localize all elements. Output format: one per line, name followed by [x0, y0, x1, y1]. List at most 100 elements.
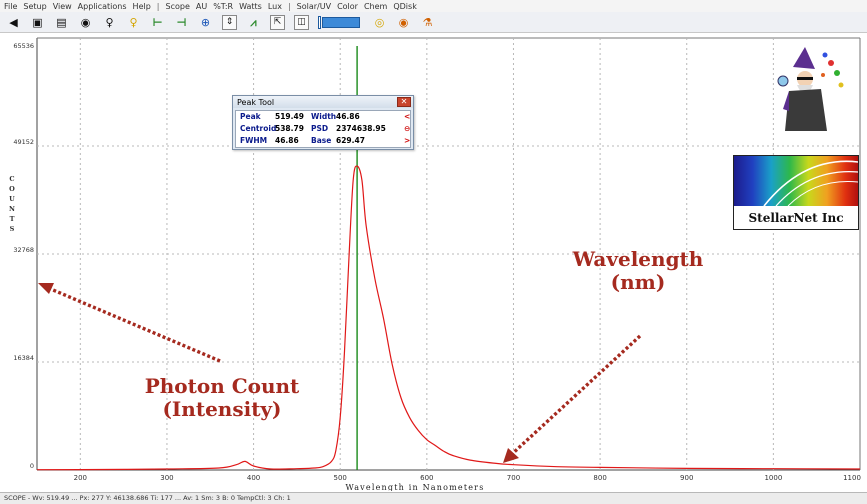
arrow-wavelength: [503, 334, 642, 463]
toolbar-icon-group: ◀ ▣ ▤ ◉ ♀ ♀ ⊢ ⊣ ⊕ ⇕ ⩘ ⇱ ◫: [6, 14, 318, 30]
menu-item-setup[interactable]: Setup: [23, 1, 47, 11]
arrow-head-wavelength: [503, 448, 519, 463]
peak-tool-value: 629.47: [336, 136, 365, 145]
peak-tool-label: Base: [311, 136, 332, 145]
chem-flask-icon[interactable]: ⚗: [422, 15, 433, 29]
wavelength-annotation: Wavelength (nm): [538, 248, 738, 294]
wave-annotation-line1: Wavelength: [572, 247, 704, 271]
peak-tool-arrow-button[interactable]: <: [404, 112, 411, 121]
print-icon[interactable]: ▤: [56, 15, 67, 29]
y-tick-label: 65536: [13, 42, 34, 50]
peak-tool-arrow-button[interactable]: >: [404, 136, 411, 145]
window-icon[interactable]: ◫: [294, 14, 309, 30]
x-tick-label: 400: [247, 474, 260, 482]
menu-item-color[interactable]: Color: [337, 1, 358, 11]
peak-tool-label: FWHM: [240, 136, 268, 145]
menu-item-applications[interactable]: Applications: [77, 1, 127, 11]
close-icon[interactable]: ✕: [397, 97, 411, 107]
wave-annotation-line2: (nm): [610, 270, 666, 294]
peak-tool-value: 2374638.95: [336, 124, 386, 133]
autoscale-y-icon[interactable]: ⇕: [222, 14, 237, 30]
lamp-icon[interactable]: ♀: [105, 15, 114, 29]
menu-item-view[interactable]: View: [52, 1, 72, 11]
logo-text-band: StellarNet Inc: [734, 206, 858, 229]
peak-tool-label: Peak: [240, 112, 261, 121]
logo-text: StellarNet Inc: [748, 210, 844, 225]
arrow-photon-count: [38, 283, 221, 363]
menu-item-chem[interactable]: Chem: [363, 1, 388, 11]
menu-item-scope[interactable]: Scope: [165, 1, 190, 11]
photon-annotation-line1: Photon Count: [144, 374, 300, 398]
peak-tool-label: Width: [311, 112, 337, 121]
logo-spectrum-band: [734, 156, 858, 207]
x-tick-label: 900: [680, 474, 693, 482]
photon-count-annotation: Photon Count (Intensity): [112, 375, 332, 421]
status-bar: SCOPE - Wv: 519.49 ... Px: 277 Y: 46138.…: [0, 492, 867, 504]
scale-icon[interactable]: ⇱: [270, 14, 285, 30]
arrow-head-photon: [38, 283, 54, 294]
save-icon[interactable]: ▣: [32, 15, 43, 29]
zoom-icon[interactable]: ⊕: [200, 15, 211, 29]
menu-item-au[interactable]: AU: [195, 1, 208, 11]
y-axis-label-letter: C: [9, 175, 14, 183]
menu-item-lux[interactable]: Lux: [267, 1, 282, 11]
chart-grid: [36, 37, 861, 471]
x-tick-label: 600: [420, 474, 433, 482]
peak-tool-window[interactable]: Peak Tool ✕ Peak 519.49 Width 46.86 < Centroi…: [232, 95, 414, 150]
x-tick-label: 500: [334, 474, 347, 482]
color-circle-icon[interactable]: ◎: [374, 15, 385, 29]
menu-item-qdisk[interactable]: QDisk: [393, 1, 417, 11]
y-axis-label-letter: S: [10, 225, 15, 233]
peak-tool-row: Centroid 538.79 PSD 2374638.95 ⊖: [240, 124, 412, 135]
x-tick-label: 300: [160, 474, 173, 482]
peak-tool-value: 46.86: [275, 136, 299, 145]
menu-separator: |: [287, 1, 291, 11]
peak-tool-value: 46.86: [336, 112, 360, 121]
x-tick-labels: 200 300 400 500 600 700 800 900 1000 1100: [74, 474, 861, 482]
wizard-illustration: [777, 47, 844, 131]
peak-tool-readout: Peak 519.49 Width 46.86 < Centroid 538.79 PSD 23…: [235, 110, 411, 148]
menu-item-solar-uv[interactable]: Solar/UV: [296, 1, 332, 11]
wizard-mascot-image: [775, 45, 855, 135]
spectrum-line: [36, 165, 861, 471]
peak-tool-label: Centroid: [240, 124, 277, 133]
x-tick-label: 800: [593, 474, 606, 482]
y-tick-label: 49152: [13, 138, 34, 146]
slider-knob[interactable]: [318, 15, 321, 29]
y-axis-label-letter: U: [9, 195, 15, 203]
x-tick-label: 1100: [843, 474, 861, 482]
integration-slider[interactable]: [322, 16, 360, 28]
peak-icon[interactable]: ⩘: [250, 15, 257, 29]
camera-icon[interactable]: ◉: [80, 15, 91, 29]
stellarnet-logo: StellarNet Inc: [733, 155, 859, 230]
peak-tool-title: Peak Tool: [237, 97, 275, 107]
menu-item-file[interactable]: File: [4, 1, 18, 11]
menu-item-watts[interactable]: Watts: [239, 1, 262, 11]
peak-tool-value: 519.49: [275, 112, 304, 121]
menu-separator: |: [156, 1, 160, 11]
y-axis-label-letter: O: [9, 185, 15, 193]
bulb-icon[interactable]: ♀: [129, 15, 138, 29]
peak-tool-titlebar[interactable]: Peak Tool ✕: [233, 96, 413, 108]
menu-item-help[interactable]: Help: [132, 1, 151, 11]
peak-tool-arrow-button[interactable]: ⊖: [404, 124, 411, 133]
color-wheel-icon[interactable]: ◉: [398, 15, 409, 29]
spectrum-chart[interactable]: 0 16384 32768 49152 65536 200 300 400 500 600 700…: [0, 33, 867, 491]
menu-item--t-r[interactable]: %T:R: [213, 1, 234, 11]
x-tick-label: 1000: [764, 474, 782, 482]
peak-tool-row: Peak 519.49 Width 46.86 <: [240, 112, 412, 123]
x-axis-label: Wavelength in Nanometers: [345, 483, 484, 491]
menu-bar: File Setup View Applications Help | Scope AU %T:…: [0, 0, 867, 12]
y-axis-label-letter: T: [10, 215, 15, 223]
cursor-left-icon[interactable]: ⊢: [152, 15, 163, 29]
peak-tool-label: PSD: [311, 124, 329, 133]
cursor-right-icon[interactable]: ⊣: [176, 15, 187, 29]
open-icon[interactable]: ◀: [9, 15, 18, 29]
toolbar-icon-group-2: ◎ ◉ ⚗: [372, 15, 444, 30]
y-axis-label-letter: N: [9, 205, 15, 213]
y-tick-label: 16384: [13, 354, 34, 362]
y-tick-labels: 0 16384 32768 49152 65536: [13, 42, 34, 470]
photon-annotation-line2: (Intensity): [162, 397, 282, 421]
y-tick-label: 32768: [13, 246, 34, 254]
